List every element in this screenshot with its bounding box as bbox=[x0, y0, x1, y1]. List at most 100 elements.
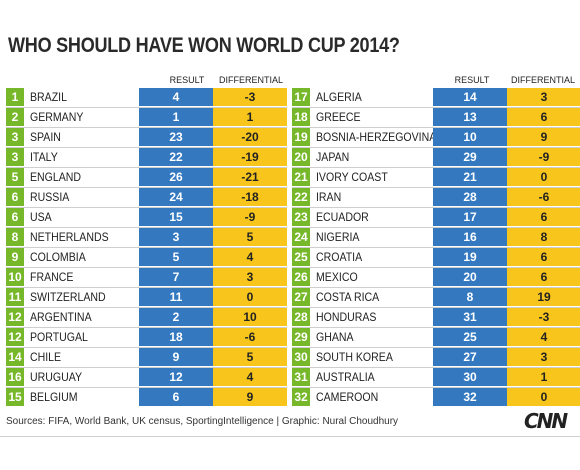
differential-cell: -6 bbox=[507, 188, 580, 206]
row-divider bbox=[292, 367, 580, 368]
row-divider bbox=[6, 267, 287, 268]
differential-cell: -9 bbox=[507, 148, 580, 166]
differential-cell: 1 bbox=[507, 368, 580, 386]
rank-badge: 3 bbox=[6, 148, 24, 166]
team-name: HONDURAS bbox=[316, 310, 377, 324]
rank-badge: 16 bbox=[6, 368, 24, 386]
rank-badge: 21 bbox=[292, 168, 310, 186]
differential-cell: 6 bbox=[507, 208, 580, 226]
result-cell: 32 bbox=[433, 388, 507, 406]
row-divider bbox=[292, 147, 580, 148]
footer-divider bbox=[0, 436, 580, 437]
row-divider bbox=[292, 187, 580, 188]
rank-badge: 10 bbox=[6, 268, 24, 286]
differential-cell: 0 bbox=[507, 388, 580, 406]
page-title: WHO SHOULD HAVE WON WORLD CUP 2014? bbox=[8, 34, 400, 57]
row-divider bbox=[6, 347, 287, 348]
differential-cell: -9 bbox=[213, 208, 287, 226]
team-name: SWITZERLAND bbox=[30, 290, 106, 304]
team-name: SOUTH KOREA bbox=[316, 350, 393, 364]
rank-badge: 20 bbox=[292, 148, 310, 166]
rank-badge: 12 bbox=[6, 308, 24, 326]
result-cell: 26 bbox=[139, 168, 213, 186]
result-cell: 6 bbox=[139, 388, 213, 406]
rank-badge: 1 bbox=[6, 88, 24, 106]
row-divider bbox=[6, 247, 287, 248]
row-divider bbox=[292, 207, 580, 208]
differential-cell: 4 bbox=[213, 368, 287, 386]
result-cell: 28 bbox=[433, 188, 507, 206]
rank-badge: 26 bbox=[292, 268, 310, 286]
result-header-left: RESULT bbox=[169, 75, 205, 85]
differential-cell: -20 bbox=[213, 128, 287, 146]
team-name: ECUADOR bbox=[316, 210, 369, 224]
team-name: IRAN bbox=[316, 190, 342, 204]
differential-cell: 0 bbox=[213, 288, 287, 306]
result-cell: 19 bbox=[433, 248, 507, 266]
row-divider bbox=[292, 107, 580, 108]
differential-cell: -3 bbox=[213, 88, 287, 106]
differential-cell: 3 bbox=[507, 348, 580, 366]
row-divider bbox=[292, 247, 580, 248]
rank-badge: 9 bbox=[6, 248, 24, 266]
row-divider bbox=[292, 307, 580, 308]
row-divider bbox=[6, 327, 287, 328]
result-cell: 8 bbox=[433, 288, 507, 306]
row-divider bbox=[6, 387, 287, 388]
rank-badge: 15 bbox=[6, 388, 24, 406]
differential-cell: 4 bbox=[213, 248, 287, 266]
row-divider bbox=[6, 127, 287, 128]
differential-cell: 6 bbox=[507, 108, 580, 126]
team-name: USA bbox=[30, 210, 52, 224]
result-cell: 13 bbox=[433, 108, 507, 126]
rank-badge: 14 bbox=[6, 348, 24, 366]
result-cell: 7 bbox=[139, 268, 213, 286]
team-name: NETHERLANDS bbox=[30, 230, 109, 244]
row-divider bbox=[6, 307, 287, 308]
rank-badge: 11 bbox=[6, 288, 24, 306]
rank-badge: 2 bbox=[6, 108, 24, 126]
rank-badge: 17 bbox=[292, 88, 310, 106]
row-divider bbox=[6, 227, 287, 228]
team-name: BELGIUM bbox=[30, 390, 78, 404]
rank-badge: 6 bbox=[6, 208, 24, 226]
team-name: IVORY COAST bbox=[316, 170, 388, 184]
row-divider bbox=[6, 207, 287, 208]
differential-cell: -6 bbox=[213, 328, 287, 346]
row-divider bbox=[6, 367, 287, 368]
team-name: ARGENTINA bbox=[30, 310, 92, 324]
differential-cell: -21 bbox=[213, 168, 287, 186]
team-name: GREECE bbox=[316, 110, 361, 124]
rank-badge: 28 bbox=[292, 308, 310, 326]
rank-badge: 30 bbox=[292, 348, 310, 366]
team-name: SPAIN bbox=[30, 130, 61, 144]
cnn-logo: CNN bbox=[524, 409, 568, 433]
sources-credit: Sources: FIFA, World Bank, UK census, Sp… bbox=[6, 416, 399, 427]
rank-badge: 3 bbox=[6, 128, 24, 146]
rank-badge: 8 bbox=[6, 228, 24, 246]
differential-cell: 5 bbox=[213, 348, 287, 366]
team-name: BOSNIA-HERZEGOVINA bbox=[316, 130, 437, 144]
rank-badge: 24 bbox=[292, 228, 310, 246]
row-divider bbox=[6, 107, 287, 108]
rank-badge: 18 bbox=[292, 108, 310, 126]
differential-cell: 8 bbox=[507, 228, 580, 246]
result-cell: 29 bbox=[433, 148, 507, 166]
team-name: NIGERIA bbox=[316, 230, 360, 244]
team-name: COLOMBIA bbox=[30, 250, 86, 264]
result-cell: 11 bbox=[139, 288, 213, 306]
team-name: URUGUAY bbox=[30, 370, 83, 384]
team-name: CAMEROON bbox=[316, 390, 379, 404]
team-name: GERMANY bbox=[30, 110, 84, 124]
result-cell: 15 bbox=[139, 208, 213, 226]
result-cell: 10 bbox=[433, 128, 507, 146]
result-cell: 21 bbox=[433, 168, 507, 186]
team-name: ITALY bbox=[30, 150, 58, 164]
result-cell: 25 bbox=[433, 328, 507, 346]
differential-cell: -18 bbox=[213, 188, 287, 206]
row-divider bbox=[292, 127, 580, 128]
differential-cell: 3 bbox=[507, 88, 580, 106]
differential-cell: 1 bbox=[213, 108, 287, 126]
differential-header-right: DIFFERENTIAL bbox=[510, 75, 575, 85]
differential-cell: 5 bbox=[213, 228, 287, 246]
